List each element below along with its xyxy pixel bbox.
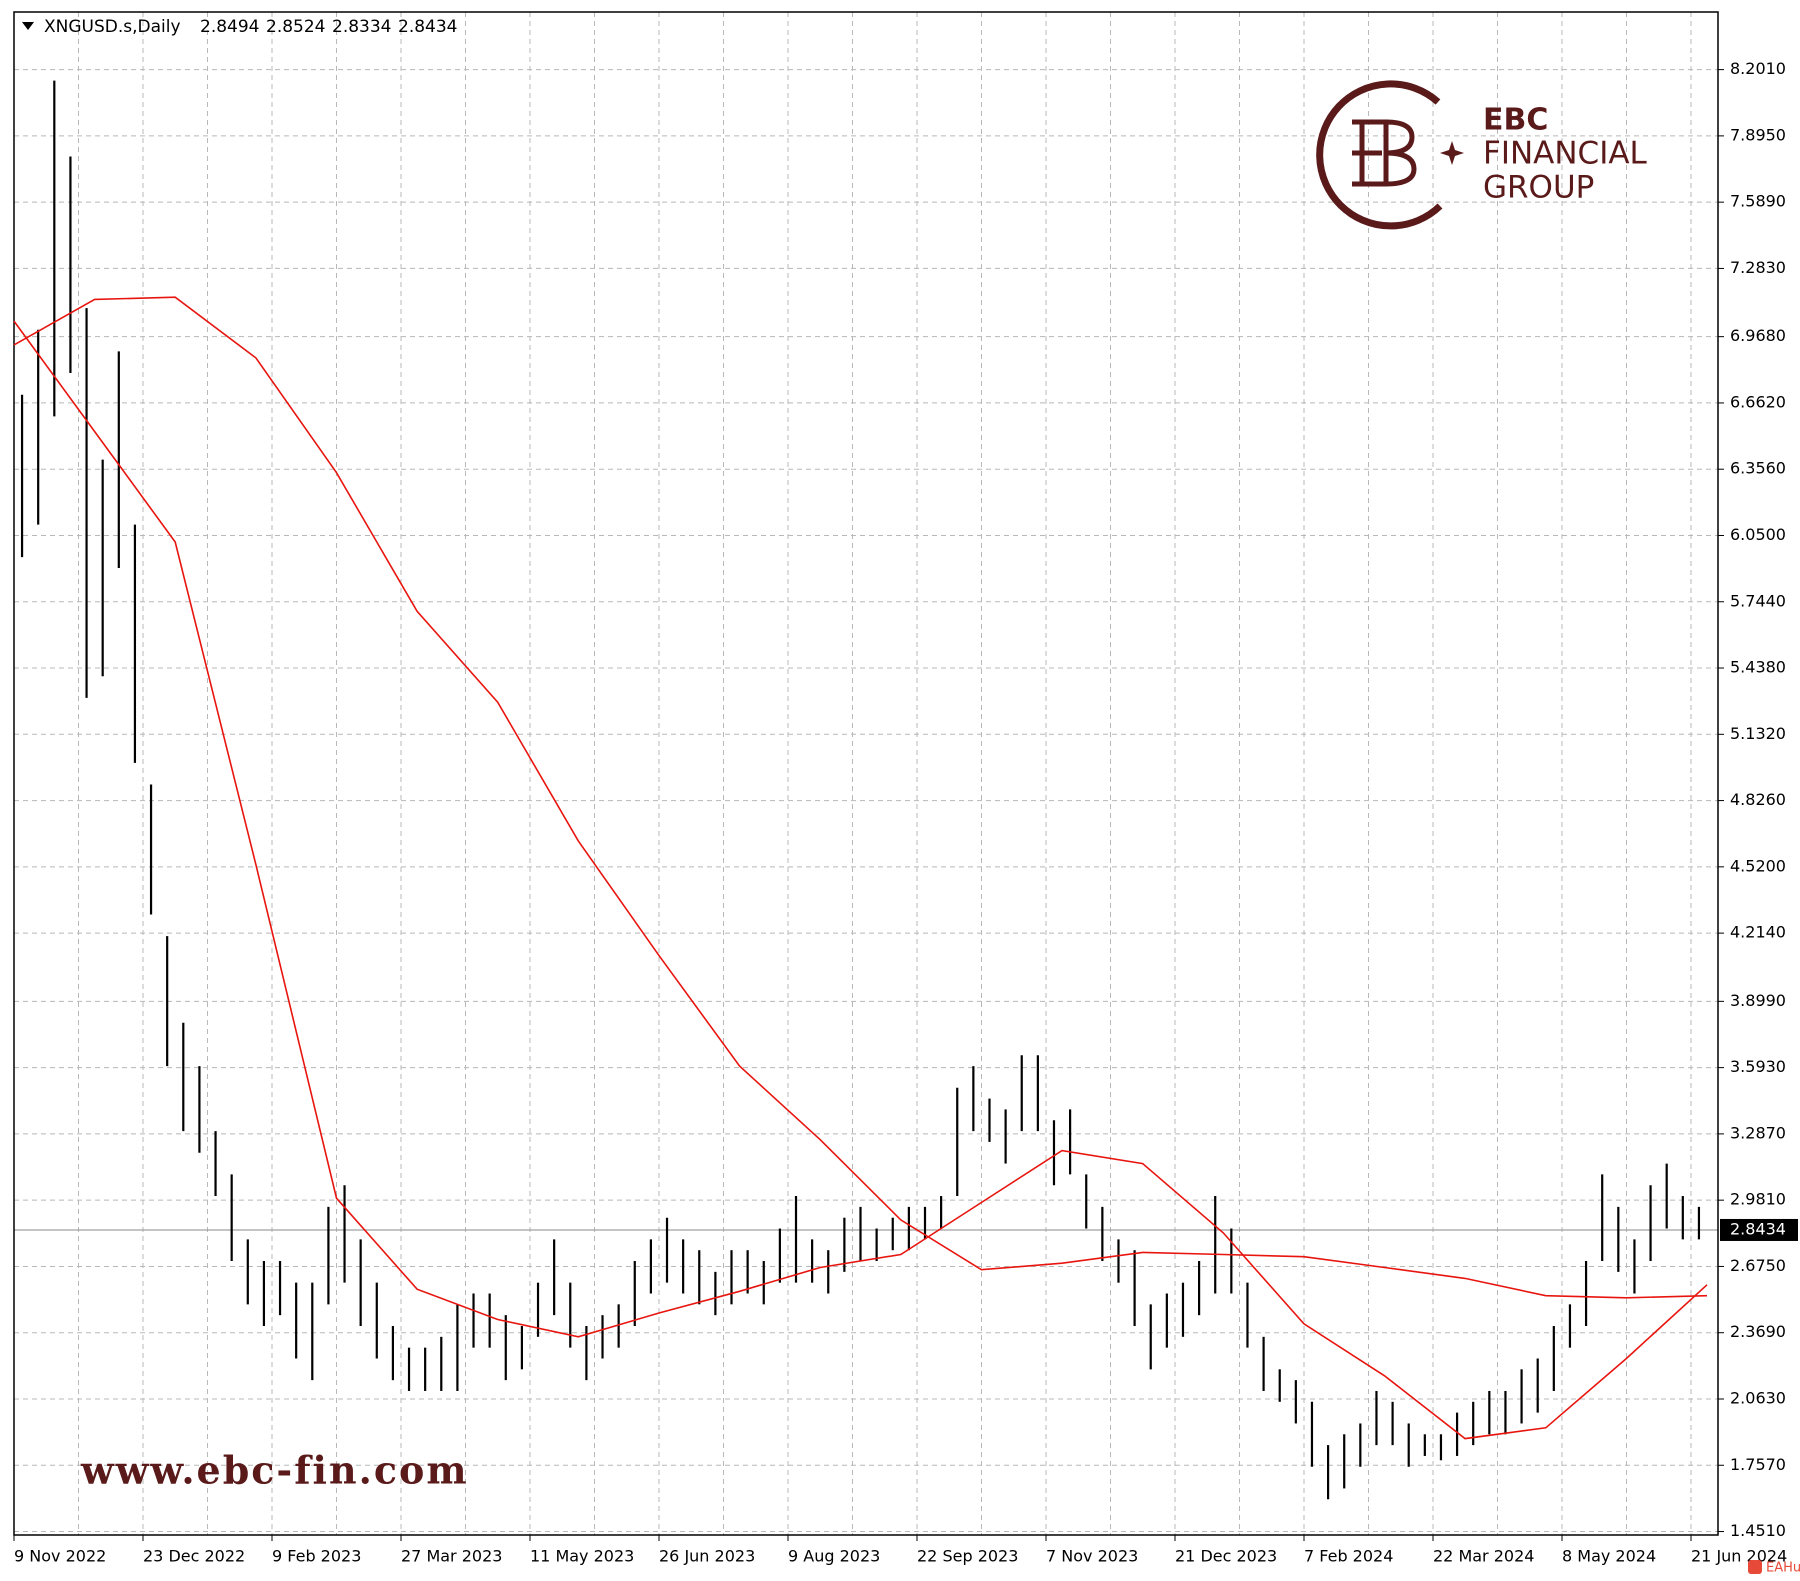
y-tick-label: 7.8950 [1730, 125, 1786, 144]
ohlc-header: 2.8494 2.8524 2.8334 2.8434 [200, 17, 457, 37]
logo-ring [1316, 80, 1443, 230]
watermark: www.ebc-fin.com [80, 1448, 469, 1493]
y-tick-label: 5.4380 [1730, 658, 1786, 677]
y-tick-label: 4.5200 [1730, 856, 1786, 875]
logo-star [1440, 141, 1464, 165]
y-tick-label: 8.2010 [1730, 59, 1786, 78]
y-tick-label: 2.0630 [1730, 1388, 1786, 1407]
badge-icon [1748, 1560, 1762, 1574]
y-tick-label: 6.0500 [1730, 525, 1786, 544]
x-tick-label: 7 Feb 2024 [1304, 1547, 1393, 1566]
y-tick-label: 6.3560 [1730, 459, 1786, 478]
x-tick-label: 9 Feb 2023 [272, 1547, 361, 1566]
ohlc-value: 2.8494 [200, 17, 259, 37]
bars [20, 80, 1701, 1500]
grid [14, 12, 1718, 1535]
y-tick-label: 5.1320 [1730, 724, 1786, 743]
symbol-label: XNGUSD.s,Daily [44, 17, 181, 37]
ohlc-value: 2.8524 [266, 17, 325, 37]
y-tick-label: 7.2830 [1730, 258, 1786, 277]
x-tick-label: 26 Jun 2023 [659, 1547, 755, 1566]
current-price-box [1720, 1218, 1798, 1241]
y-tick-label: 6.9680 [1730, 326, 1786, 345]
badge: EAHub [1766, 1561, 1800, 1576]
y-tick-label: 3.2870 [1730, 1123, 1786, 1142]
x-tick-label: 9 Nov 2022 [14, 1547, 106, 1566]
x-tick-label: 21 Dec 2023 [1175, 1547, 1277, 1566]
plot-frame [13, 11, 1719, 1536]
y-tick-label: 3.8990 [1730, 991, 1786, 1010]
y-tick-label: 1.4510 [1730, 1521, 1786, 1540]
x-tick-label: 11 May 2023 [530, 1547, 634, 1566]
x-tick-label: 21 Jun 2024 [1691, 1547, 1787, 1566]
x-tick-label: 8 May 2024 [1562, 1547, 1656, 1566]
x-tick-label: 22 Sep 2023 [917, 1547, 1018, 1566]
x-tick-label: 23 Dec 2022 [143, 1547, 245, 1566]
x-tick-label: 27 Mar 2023 [401, 1547, 502, 1566]
x-tick-label: 22 Mar 2024 [1433, 1547, 1534, 1566]
current-price-label: 2.8434 [1730, 1219, 1786, 1238]
logo-text: GROUP [1483, 170, 1594, 206]
y-tick-label: 5.7440 [1730, 591, 1786, 610]
logo: EBC FINANCIAL GROUP [1316, 80, 1648, 230]
logo-text: EBC [1483, 103, 1548, 138]
y-tick-label: 6.6620 [1730, 392, 1786, 411]
moving-averages [13, 296, 1708, 1440]
y-tick-label: 7.5890 [1730, 192, 1786, 211]
moving-average [13, 320, 1708, 1440]
x-tick-label: 7 Nov 2023 [1046, 1547, 1138, 1566]
axes: 8.2010 7.8950 7.5890 7.2830 6.9680 6.6620 6.35… [13, 59, 1798, 1566]
y-tick-label: 4.8260 [1730, 790, 1786, 809]
moving-average [13, 296, 1708, 1299]
ohlc-value: 2.8334 [332, 17, 391, 37]
logo-mark [1352, 119, 1417, 187]
menu-arrow[interactable] [22, 22, 34, 30]
x-tick-label: 9 Aug 2023 [788, 1547, 880, 1566]
y-tick-label: 1.7570 [1730, 1455, 1786, 1474]
y-tick-label: 2.3690 [1730, 1322, 1786, 1341]
logo-text: FINANCIAL [1483, 136, 1648, 172]
y-tick-label: 3.5930 [1730, 1057, 1786, 1076]
ohlc-value: 2.8434 [398, 17, 457, 37]
y-tick-label: 2.9810 [1730, 1190, 1786, 1209]
y-tick-label: 4.2140 [1730, 923, 1786, 942]
y-tick-label: 2.6750 [1730, 1256, 1786, 1275]
